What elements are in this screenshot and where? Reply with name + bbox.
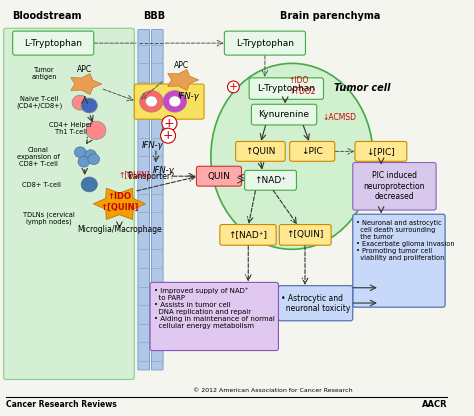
Text: +: + [228, 82, 238, 92]
Polygon shape [93, 188, 146, 219]
Text: L-Tryptophan: L-Tryptophan [257, 84, 315, 93]
Text: Bloodstream: Bloodstream [12, 11, 81, 21]
FancyBboxPatch shape [196, 166, 241, 186]
Text: TDLNs (cervical
lymph nodes): TDLNs (cervical lymph nodes) [23, 211, 74, 225]
Text: APC: APC [77, 65, 92, 74]
Text: ↑[QUIN]: ↑[QUIN] [287, 230, 324, 239]
Text: PIC induced
neuroprotection
decreased: PIC induced neuroprotection decreased [364, 171, 425, 201]
FancyBboxPatch shape [245, 171, 296, 190]
Text: APC: APC [174, 61, 189, 70]
Text: Tumor
antigen: Tumor antigen [31, 67, 57, 80]
FancyBboxPatch shape [134, 84, 204, 119]
Text: Microglia/Macrophage: Microglia/Macrophage [77, 225, 162, 234]
Circle shape [146, 96, 157, 107]
FancyBboxPatch shape [279, 225, 331, 245]
Circle shape [88, 154, 100, 165]
Circle shape [85, 150, 96, 161]
Text: • Astrocytic and
  neuronal toxicity: • Astrocytic and neuronal toxicity [281, 294, 350, 313]
FancyBboxPatch shape [236, 141, 285, 161]
Text: BBB: BBB [144, 11, 165, 21]
FancyBboxPatch shape [249, 78, 323, 99]
Ellipse shape [211, 63, 373, 249]
Text: Clonal
expansion of
CD8+ T-cell: Clonal expansion of CD8+ T-cell [17, 147, 60, 167]
Text: Brain parenchyma: Brain parenchyma [280, 11, 381, 21]
Circle shape [169, 96, 181, 107]
Circle shape [74, 147, 86, 158]
Text: ↑[NAD⁺]: ↑[NAD⁺] [228, 230, 267, 239]
Text: CD8+ T-cell: CD8+ T-cell [22, 182, 61, 188]
Text: ↓[PIC]: ↓[PIC] [366, 147, 395, 156]
FancyBboxPatch shape [353, 214, 445, 307]
FancyBboxPatch shape [278, 286, 353, 321]
Text: L-Tryptophan: L-Tryptophan [236, 39, 294, 47]
Text: ↑IDO
↑TDO2: ↑IDO ↑TDO2 [289, 77, 316, 96]
Circle shape [72, 95, 88, 110]
Text: • Improved supply of NAD⁺
  to PARP
• Assists in tumor cell
  DNA replication an: • Improved supply of NAD⁺ to PARP • Assi… [154, 287, 274, 329]
FancyBboxPatch shape [220, 225, 276, 245]
Circle shape [78, 156, 90, 167]
Text: ↑IDO
↑[QUIN]: ↑IDO ↑[QUIN] [100, 192, 139, 211]
Text: Transporter?: Transporter? [127, 172, 175, 181]
Polygon shape [71, 74, 102, 94]
Text: Cancer Research Reviews: Cancer Research Reviews [6, 400, 117, 409]
Circle shape [81, 177, 97, 192]
Polygon shape [168, 69, 199, 90]
Circle shape [140, 91, 163, 112]
Text: Naive T-cell
(CD4+/CD8+): Naive T-cell (CD4+/CD8+) [17, 96, 63, 109]
Circle shape [81, 98, 97, 113]
FancyBboxPatch shape [224, 31, 305, 55]
FancyBboxPatch shape [355, 141, 407, 161]
Text: ↑NAD⁺: ↑NAD⁺ [255, 176, 287, 185]
FancyBboxPatch shape [290, 141, 335, 161]
FancyBboxPatch shape [138, 30, 150, 370]
Text: +: + [164, 117, 175, 130]
Text: AACR: AACR [422, 400, 447, 409]
Text: IFN-γ: IFN-γ [141, 141, 163, 150]
Circle shape [86, 121, 106, 139]
Text: Tumor cell: Tumor cell [334, 83, 390, 93]
Text: © 2012 American Association for Cancer Research: © 2012 American Association for Cancer R… [193, 388, 353, 393]
Text: ↑[QUIN]: ↑[QUIN] [118, 171, 150, 180]
FancyBboxPatch shape [13, 31, 94, 55]
Text: CD4+ Helper
Th1 T-cell: CD4+ Helper Th1 T-cell [49, 122, 93, 135]
Text: ↓ACMSD: ↓ACMSD [322, 114, 356, 122]
Text: IFN-γ: IFN-γ [178, 92, 199, 101]
Text: ↑QUIN: ↑QUIN [245, 147, 275, 156]
FancyBboxPatch shape [151, 30, 163, 370]
Text: QUIN: QUIN [208, 172, 230, 181]
Text: +: + [163, 129, 173, 142]
FancyBboxPatch shape [251, 104, 317, 125]
FancyBboxPatch shape [353, 163, 436, 210]
Circle shape [163, 91, 187, 112]
FancyBboxPatch shape [4, 28, 134, 379]
Text: ↓PIC: ↓PIC [301, 147, 323, 156]
Text: • Neuronal and astrocytic
  cell death surrounding
  the tumor
• Exacerbate glio: • Neuronal and astrocytic cell death sur… [356, 220, 455, 260]
Text: Kynurenine: Kynurenine [258, 110, 310, 119]
Text: IFN-γ: IFN-γ [152, 166, 174, 175]
Text: L-Tryptophan: L-Tryptophan [24, 39, 82, 47]
FancyBboxPatch shape [150, 282, 278, 351]
